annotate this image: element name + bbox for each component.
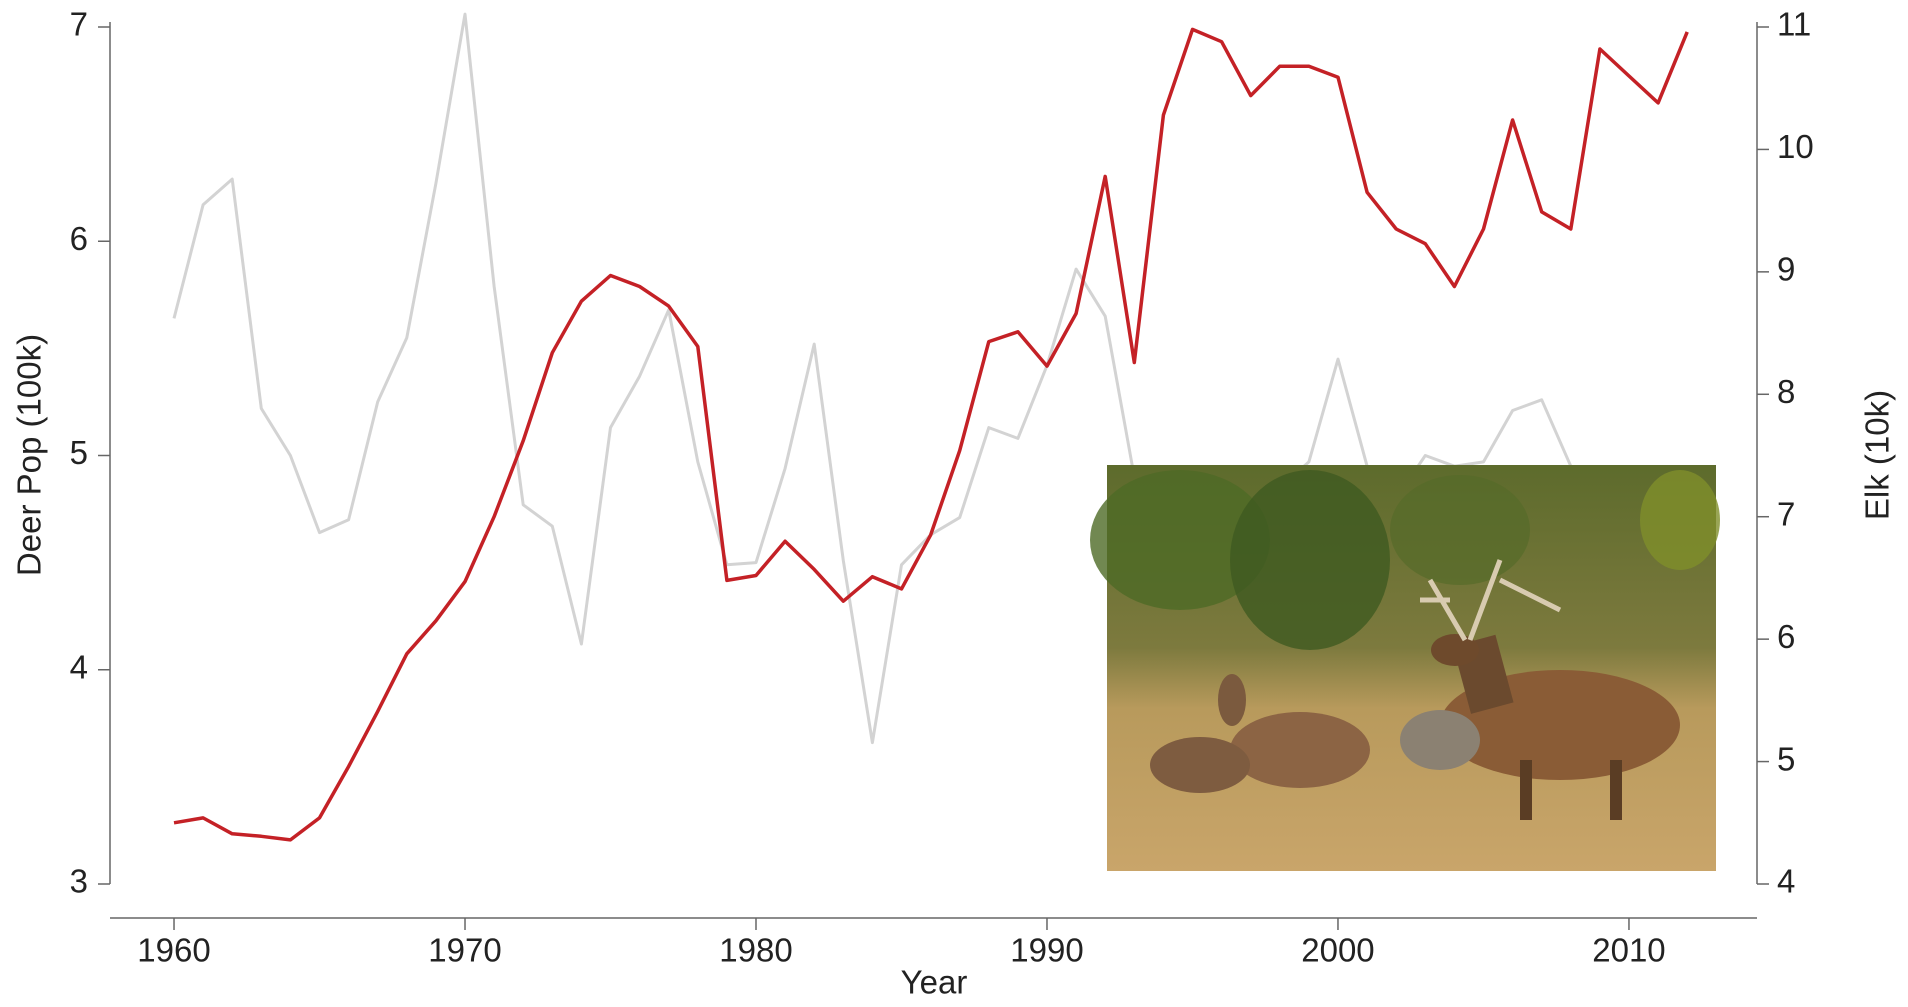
y-tick-label: 3 [70, 863, 88, 900]
x-tick-label: 1980 [719, 932, 792, 969]
x-tick-label: 2010 [1592, 932, 1665, 969]
y2-tick-label: 5 [1777, 740, 1795, 777]
y2-tick-label: 6 [1777, 618, 1795, 655]
y2-tick-label: 10 [1777, 128, 1814, 165]
y2-tick-label: 7 [1777, 495, 1795, 532]
y2-tick-label: 4 [1777, 863, 1795, 900]
x-tick-label: 1970 [428, 932, 501, 969]
y-tick-label: 4 [70, 648, 88, 685]
elk-photo [1090, 465, 1720, 871]
data-line [173, 27, 1689, 842]
y-tick-label: 7 [70, 6, 88, 43]
x-tick-label: 1960 [137, 932, 210, 969]
y-tick-label: 6 [70, 220, 88, 257]
plot-area: 3 4 5 6 7 4 5 6 7 8 9 10 11 1960 1970 1980 1990 2000 2010 [70, 6, 1814, 969]
y-tick-label: 5 [70, 434, 88, 471]
y2-tick-label: 9 [1777, 251, 1795, 288]
x-axis-title: Year [901, 964, 968, 1001]
y2-tick-label: 8 [1777, 373, 1795, 410]
y-axis-title: Deer Pop (100k) [11, 334, 48, 576]
y2-tick-label: 11 [1777, 6, 1811, 43]
y2-axis-title: Elk (10k) [1859, 390, 1896, 520]
x-tick-label: 2000 [1301, 932, 1374, 969]
x-tick-label: 1990 [1010, 932, 1083, 969]
